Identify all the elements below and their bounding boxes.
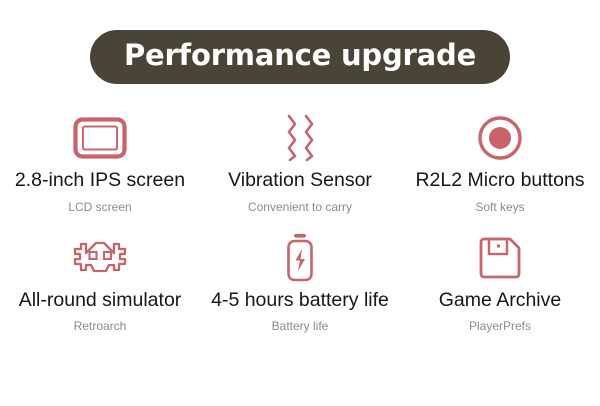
title-section: Performance upgrade [0,30,600,85]
feature-title: 2.8-inch IPS screen [14,169,186,192]
feature-title: Game Archive [438,288,562,311]
feature-subtitle: PlayerPrefs [468,319,532,334]
page-title-badge: Performance upgrade [89,30,511,85]
vibration-waves-icon [276,112,324,164]
button-circle-icon [476,112,524,164]
feature-item-archive: Game Archive PlayerPrefs [400,232,600,334]
feature-title: Vibration Sensor [228,169,372,192]
feature-subtitle: LCD screen [68,199,132,214]
feature-item-simulator: All-round simulator Retroarch [0,232,200,334]
feature-item-screen: 2.8-inch IPS screen LCD screen [0,112,200,214]
screen-icon [72,112,128,164]
feature-title: 4-5 hours battery life [211,288,389,311]
feature-title: All-round simulator [18,288,182,311]
retro-alien-icon [69,232,131,284]
feature-subtitle: Soft keys [475,199,525,214]
feature-grid: 2.8-inch IPS screen LCD screen Vibration… [0,112,600,333]
floppy-disk-icon [477,232,523,284]
feature-item-buttons: R2L2 Micro buttons Soft keys [400,112,600,214]
feature-subtitle: Retroarch [73,319,127,334]
feature-item-battery: 4-5 hours battery life Battery life [200,232,400,334]
feature-subtitle: Convenient to carry [247,199,353,214]
feature-item-vibration: Vibration Sensor Convenient to carry [200,112,400,214]
battery-bolt-icon [280,232,320,284]
feature-subtitle: Battery life [271,319,329,334]
feature-title: R2L2 Micro buttons [415,169,585,192]
